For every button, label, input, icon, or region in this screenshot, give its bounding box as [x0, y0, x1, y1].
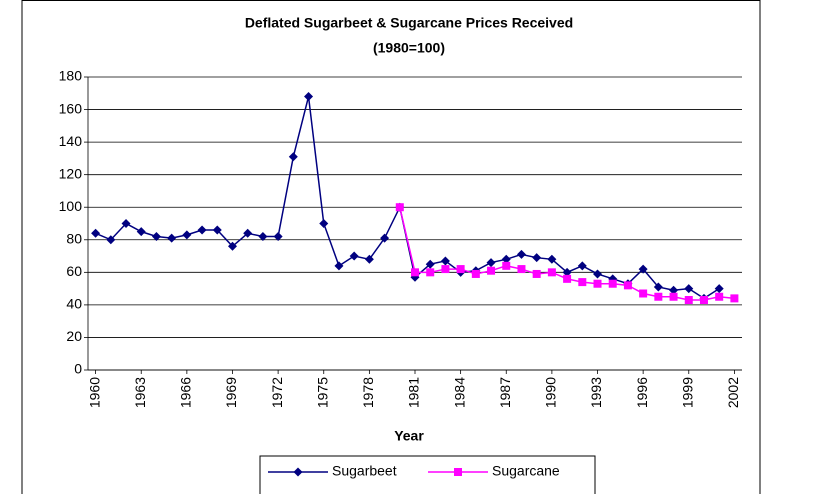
- marker: [395, 203, 404, 212]
- marker: [730, 294, 739, 303]
- x-tick-label: 1981: [406, 377, 422, 408]
- y-tick-label: 140: [59, 133, 83, 149]
- marker: [136, 227, 146, 237]
- marker: [699, 296, 708, 305]
- legend-box: [259, 455, 596, 494]
- marker: [562, 267, 572, 277]
- marker: [426, 268, 435, 277]
- marker: [653, 282, 663, 292]
- y-tick-label: 40: [66, 296, 82, 312]
- marker: [547, 254, 557, 264]
- marker: [593, 269, 603, 279]
- marker: [639, 289, 648, 298]
- x-tick-label: 1990: [543, 377, 559, 408]
- x-tick-label: 2002: [725, 377, 741, 408]
- marker: [288, 152, 298, 162]
- x-tick-label: 1996: [634, 377, 650, 408]
- marker: [471, 269, 480, 278]
- legend-marker: [293, 467, 303, 477]
- marker: [502, 261, 511, 270]
- legend-marker: [454, 468, 462, 476]
- marker: [106, 235, 116, 245]
- marker: [516, 249, 526, 259]
- marker: [532, 253, 542, 263]
- marker: [243, 228, 253, 238]
- marker: [608, 279, 617, 288]
- marker: [121, 219, 131, 228]
- marker: [227, 241, 237, 251]
- marker: [577, 261, 587, 271]
- marker: [411, 268, 419, 277]
- y-tick-label: 80: [66, 230, 82, 246]
- marker: [517, 265, 526, 274]
- marker: [258, 232, 268, 242]
- marker: [425, 259, 435, 269]
- marker: [593, 279, 602, 288]
- legend-label: Sugarcane: [492, 463, 560, 479]
- y-tick-label: 160: [59, 100, 83, 116]
- marker: [684, 284, 694, 294]
- x-tick-label: 1984: [451, 377, 467, 408]
- series-line: [95, 96, 720, 300]
- x-tick-label: 1966: [178, 377, 194, 408]
- marker: [319, 219, 329, 228]
- x-tick-label: 1987: [497, 377, 513, 408]
- x-axis-label: Year: [394, 428, 424, 444]
- y-tick-label: 100: [59, 198, 83, 214]
- y-tick-label: 60: [66, 263, 82, 279]
- marker: [654, 292, 663, 301]
- marker: [486, 258, 496, 268]
- marker: [167, 233, 177, 243]
- marker: [364, 254, 374, 264]
- x-tick-label: 1999: [679, 377, 695, 408]
- marker: [91, 228, 101, 238]
- x-tick-label: 1978: [360, 377, 376, 408]
- marker: [380, 233, 390, 243]
- marker: [304, 92, 314, 102]
- marker: [669, 292, 678, 301]
- marker: [714, 284, 724, 294]
- marker: [684, 296, 693, 305]
- marker: [182, 230, 192, 240]
- marker: [547, 268, 556, 277]
- marker: [273, 232, 283, 242]
- marker: [334, 261, 344, 271]
- y-tick-label: 0: [74, 361, 82, 377]
- x-tick-label: 1975: [314, 377, 330, 408]
- x-tick-label: 1960: [86, 377, 102, 408]
- x-tick-label: 1963: [132, 377, 148, 408]
- marker: [638, 264, 648, 274]
- marker: [532, 269, 541, 278]
- series-line: [399, 207, 735, 301]
- marker: [501, 254, 511, 264]
- marker: [456, 265, 465, 274]
- marker: [151, 232, 161, 242]
- chart-frame: [21, 0, 761, 494]
- marker: [440, 256, 450, 266]
- marker: [563, 274, 572, 283]
- marker: [197, 225, 207, 235]
- marker: [487, 266, 496, 275]
- y-tick-label: 20: [66, 328, 82, 344]
- legend-label: Sugarbeet: [332, 463, 397, 479]
- marker: [715, 292, 724, 301]
- marker: [623, 281, 632, 290]
- marker: [578, 278, 587, 287]
- chart-subtitle: (1980=100): [373, 40, 445, 56]
- chart-title: Deflated Sugarbeet & Sugarcane Prices Re…: [245, 15, 573, 31]
- y-tick-label: 180: [59, 68, 83, 84]
- marker: [441, 265, 450, 274]
- marker: [669, 285, 679, 295]
- x-tick-label: 1972: [269, 377, 285, 408]
- x-tick-label: 1969: [223, 377, 239, 408]
- marker: [349, 251, 359, 261]
- x-tick-label: 1993: [588, 377, 604, 408]
- marker: [212, 225, 222, 235]
- y-tick-label: 120: [59, 165, 83, 181]
